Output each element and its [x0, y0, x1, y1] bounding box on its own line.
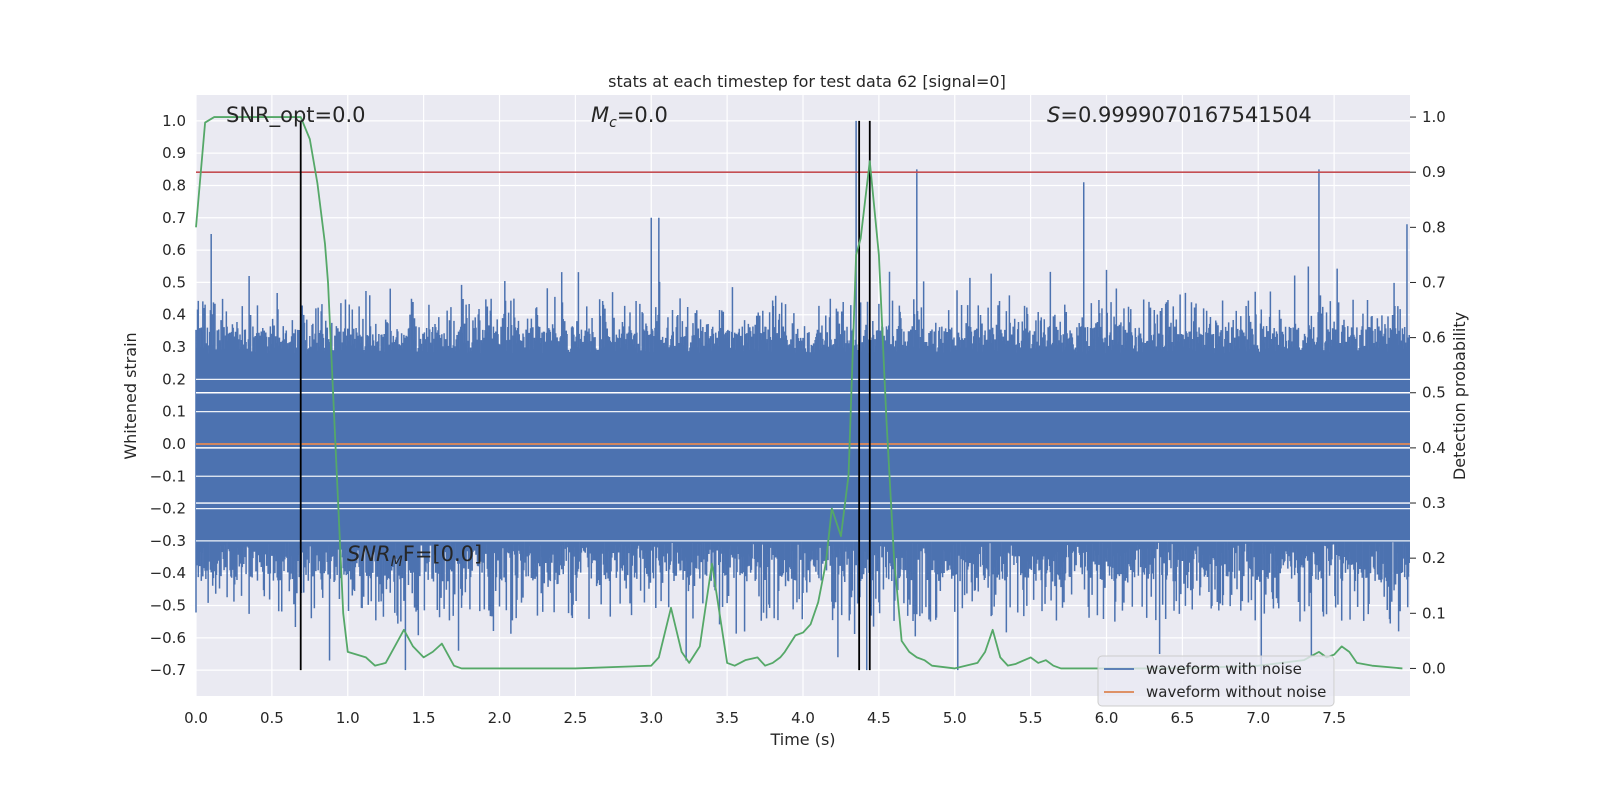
x-tick-label: 4.5 — [867, 709, 891, 727]
y2-tick-label: 0.1 — [1422, 604, 1446, 622]
y-axis-ticks: 1.0 0.9 0.8 0.7 0.6 0.5 0.4 0.3 0.2 0.1 0.0 −0.1 −0.… — [150, 112, 186, 679]
y-tick-label: 0.0 — [162, 435, 186, 453]
y2-tick-label: 0.3 — [1422, 494, 1446, 512]
x-tick-label: 1.5 — [412, 709, 436, 727]
series-waveform-with-noise — [195, 120, 1410, 671]
x-axis-ticks: 0.0 0.5 1.0 1.5 2.0 2.5 3.0 3.5 4.0 4.5 5.0 5.5 6.0 6… — [184, 709, 1346, 727]
legend-label-waveform-with-noise: waveform with noise — [1146, 660, 1302, 678]
x-tick-label: 7.5 — [1322, 709, 1346, 727]
annotation-chirp-mass: Mc=0.0 — [591, 103, 668, 131]
y2-tick-label: 0.9 — [1422, 163, 1446, 181]
y-tick-label: 0.5 — [162, 273, 186, 291]
annotation-score: S=0.9999070167541504 — [1047, 103, 1312, 127]
annotation-snr-mf-value: F=[0.0] — [403, 542, 482, 566]
y-tick-label: −0.2 — [150, 500, 186, 518]
y2-tick-label: 0.8 — [1422, 218, 1446, 236]
series-detection-probability — [195, 116, 1403, 670]
y2-tick-label: 0.2 — [1422, 549, 1446, 567]
y-tick-label: 1.0 — [162, 112, 186, 130]
x-tick-label: 7.0 — [1246, 709, 1270, 727]
y2-tick-label: 0.7 — [1422, 273, 1446, 291]
annotation-snr-mf: SNRMF=[0.0] — [347, 542, 482, 570]
probability-trace — [195, 116, 1403, 670]
x-tick-label: 3.0 — [639, 709, 663, 727]
x-tick-label: 5.5 — [1019, 709, 1043, 727]
annotation-chirp-mass-value: =0.0 — [617, 103, 668, 127]
x-tick-label: 0.5 — [260, 709, 284, 727]
y-tick-label: 0.2 — [162, 370, 186, 388]
x-axis-label: Time (s) — [769, 730, 835, 749]
y-tick-label: 0.3 — [162, 338, 186, 356]
y-tick-label: 0.7 — [162, 209, 186, 227]
y-tick-label: −0.6 — [150, 629, 186, 647]
y-tick-label: −0.3 — [150, 532, 186, 550]
y2-tick-label: 0.6 — [1422, 329, 1446, 347]
y2-tick-label: 0.0 — [1422, 659, 1446, 677]
x-tick-label: 5.0 — [943, 709, 967, 727]
annotation-snr-opt: SNR_opt=0.0 — [226, 103, 366, 128]
y-tick-label: −0.5 — [150, 597, 186, 615]
y-tick-label: −0.4 — [150, 564, 186, 582]
legend-box — [1097, 655, 1335, 707]
y-tick-label: 0.9 — [162, 144, 186, 162]
y-tick-label: 0.4 — [162, 306, 186, 324]
annotation-chirp-mass-subscript: c — [609, 115, 617, 131]
annotation-score-value: =0.9999070167541504 — [1060, 103, 1311, 127]
vertical-markers — [299, 120, 871, 671]
y-tick-label: −0.7 — [150, 661, 186, 679]
chart-title: stats at each timestep for test data 62 … — [608, 72, 1006, 91]
y-axis-label: Whitened strain — [121, 332, 140, 459]
x-tick-label: 2.5 — [563, 709, 587, 727]
y-tick-label: 0.1 — [162, 403, 186, 421]
y-tick-label: −0.1 — [150, 467, 186, 485]
y-tick-label: 0.6 — [162, 241, 186, 259]
x-tick-label: 0.0 — [184, 709, 208, 727]
legend: waveform with noise waveform without noi… — [1097, 655, 1335, 707]
x-tick-label: 4.0 — [791, 709, 815, 727]
annotation-snr-mf-subscript: M — [391, 554, 403, 570]
legend-label-waveform-without-noise: waveform without noise — [1146, 683, 1326, 701]
x-tick-label: 3.5 — [715, 709, 739, 727]
x-tick-label: 2.0 — [488, 709, 512, 727]
y2-tick-label: 0.4 — [1422, 439, 1446, 457]
x-tick-label: 1.0 — [336, 709, 360, 727]
y2-axis-label: Detection probability — [1450, 312, 1469, 480]
y2-axis-ticks: 1.0 0.9 0.8 0.7 0.6 0.5 0.4 0.3 0.2 0.1 0.0 — [1410, 108, 1446, 677]
x-tick-label: 6.5 — [1170, 709, 1194, 727]
y2-tick-label: 0.5 — [1422, 384, 1446, 402]
x-tick-label: 6.0 — [1095, 709, 1119, 727]
annotation-chirp-mass-symbol: M — [591, 103, 609, 127]
annotation-score-symbol: S — [1047, 103, 1060, 127]
y-tick-label: 0.8 — [162, 176, 186, 194]
y2-tick-label: 1.0 — [1422, 108, 1446, 126]
annotation-snr-mf-symbol: SNR — [347, 542, 391, 566]
